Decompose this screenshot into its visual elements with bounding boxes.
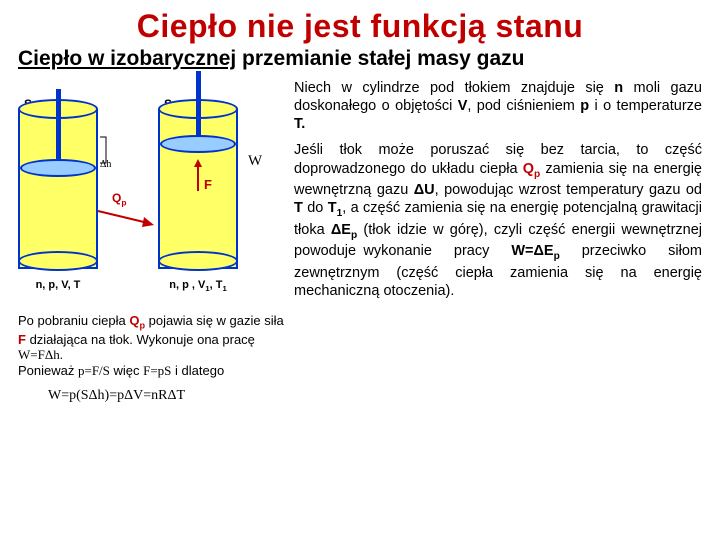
state-label-right: n, p , V1, T1 [148, 279, 248, 293]
heat-arrow-icon [96, 205, 156, 227]
work-label: W [248, 153, 262, 170]
page-subtitle: Ciepło w izobarycznej przemianie stałej … [18, 47, 702, 71]
delta-h-label: Δh [100, 159, 111, 170]
force-label: F [204, 177, 212, 192]
cylinder-right: S F [158, 99, 238, 269]
subtitle-underlined: Ciepło w izobarycznej [18, 47, 236, 70]
right-column: Niech w cylindrze pod tłokiem znajduje s… [288, 79, 702, 404]
diagram-caption: Po pobraniu ciepła Qp pojawia się w gazi… [18, 313, 288, 378]
cylinder-left: S [18, 99, 98, 269]
paragraph-1: Niech w cylindrze pod tłokiem znajduje s… [294, 79, 702, 133]
force-arrow-icon [192, 159, 204, 193]
paragraph-2: Jeśli tłok może poruszać się bez tarcia,… [294, 141, 702, 300]
content-row: S n, p, V, T Δh S [18, 79, 702, 404]
cylinder-diagram: S n, p, V, T Δh S [18, 79, 288, 309]
left-column: S n, p, V, T Δh S [18, 79, 288, 404]
final-equation: W=p(SΔh)=pΔV=nRΔT [18, 388, 288, 404]
page-title: Ciepło nie jest funkcją stanu [18, 8, 702, 45]
state-label-left: n, p, V, T [8, 279, 108, 291]
subtitle-rest: przemianie stałej masy gazu [236, 47, 524, 70]
heat-label: Qp [112, 191, 126, 207]
